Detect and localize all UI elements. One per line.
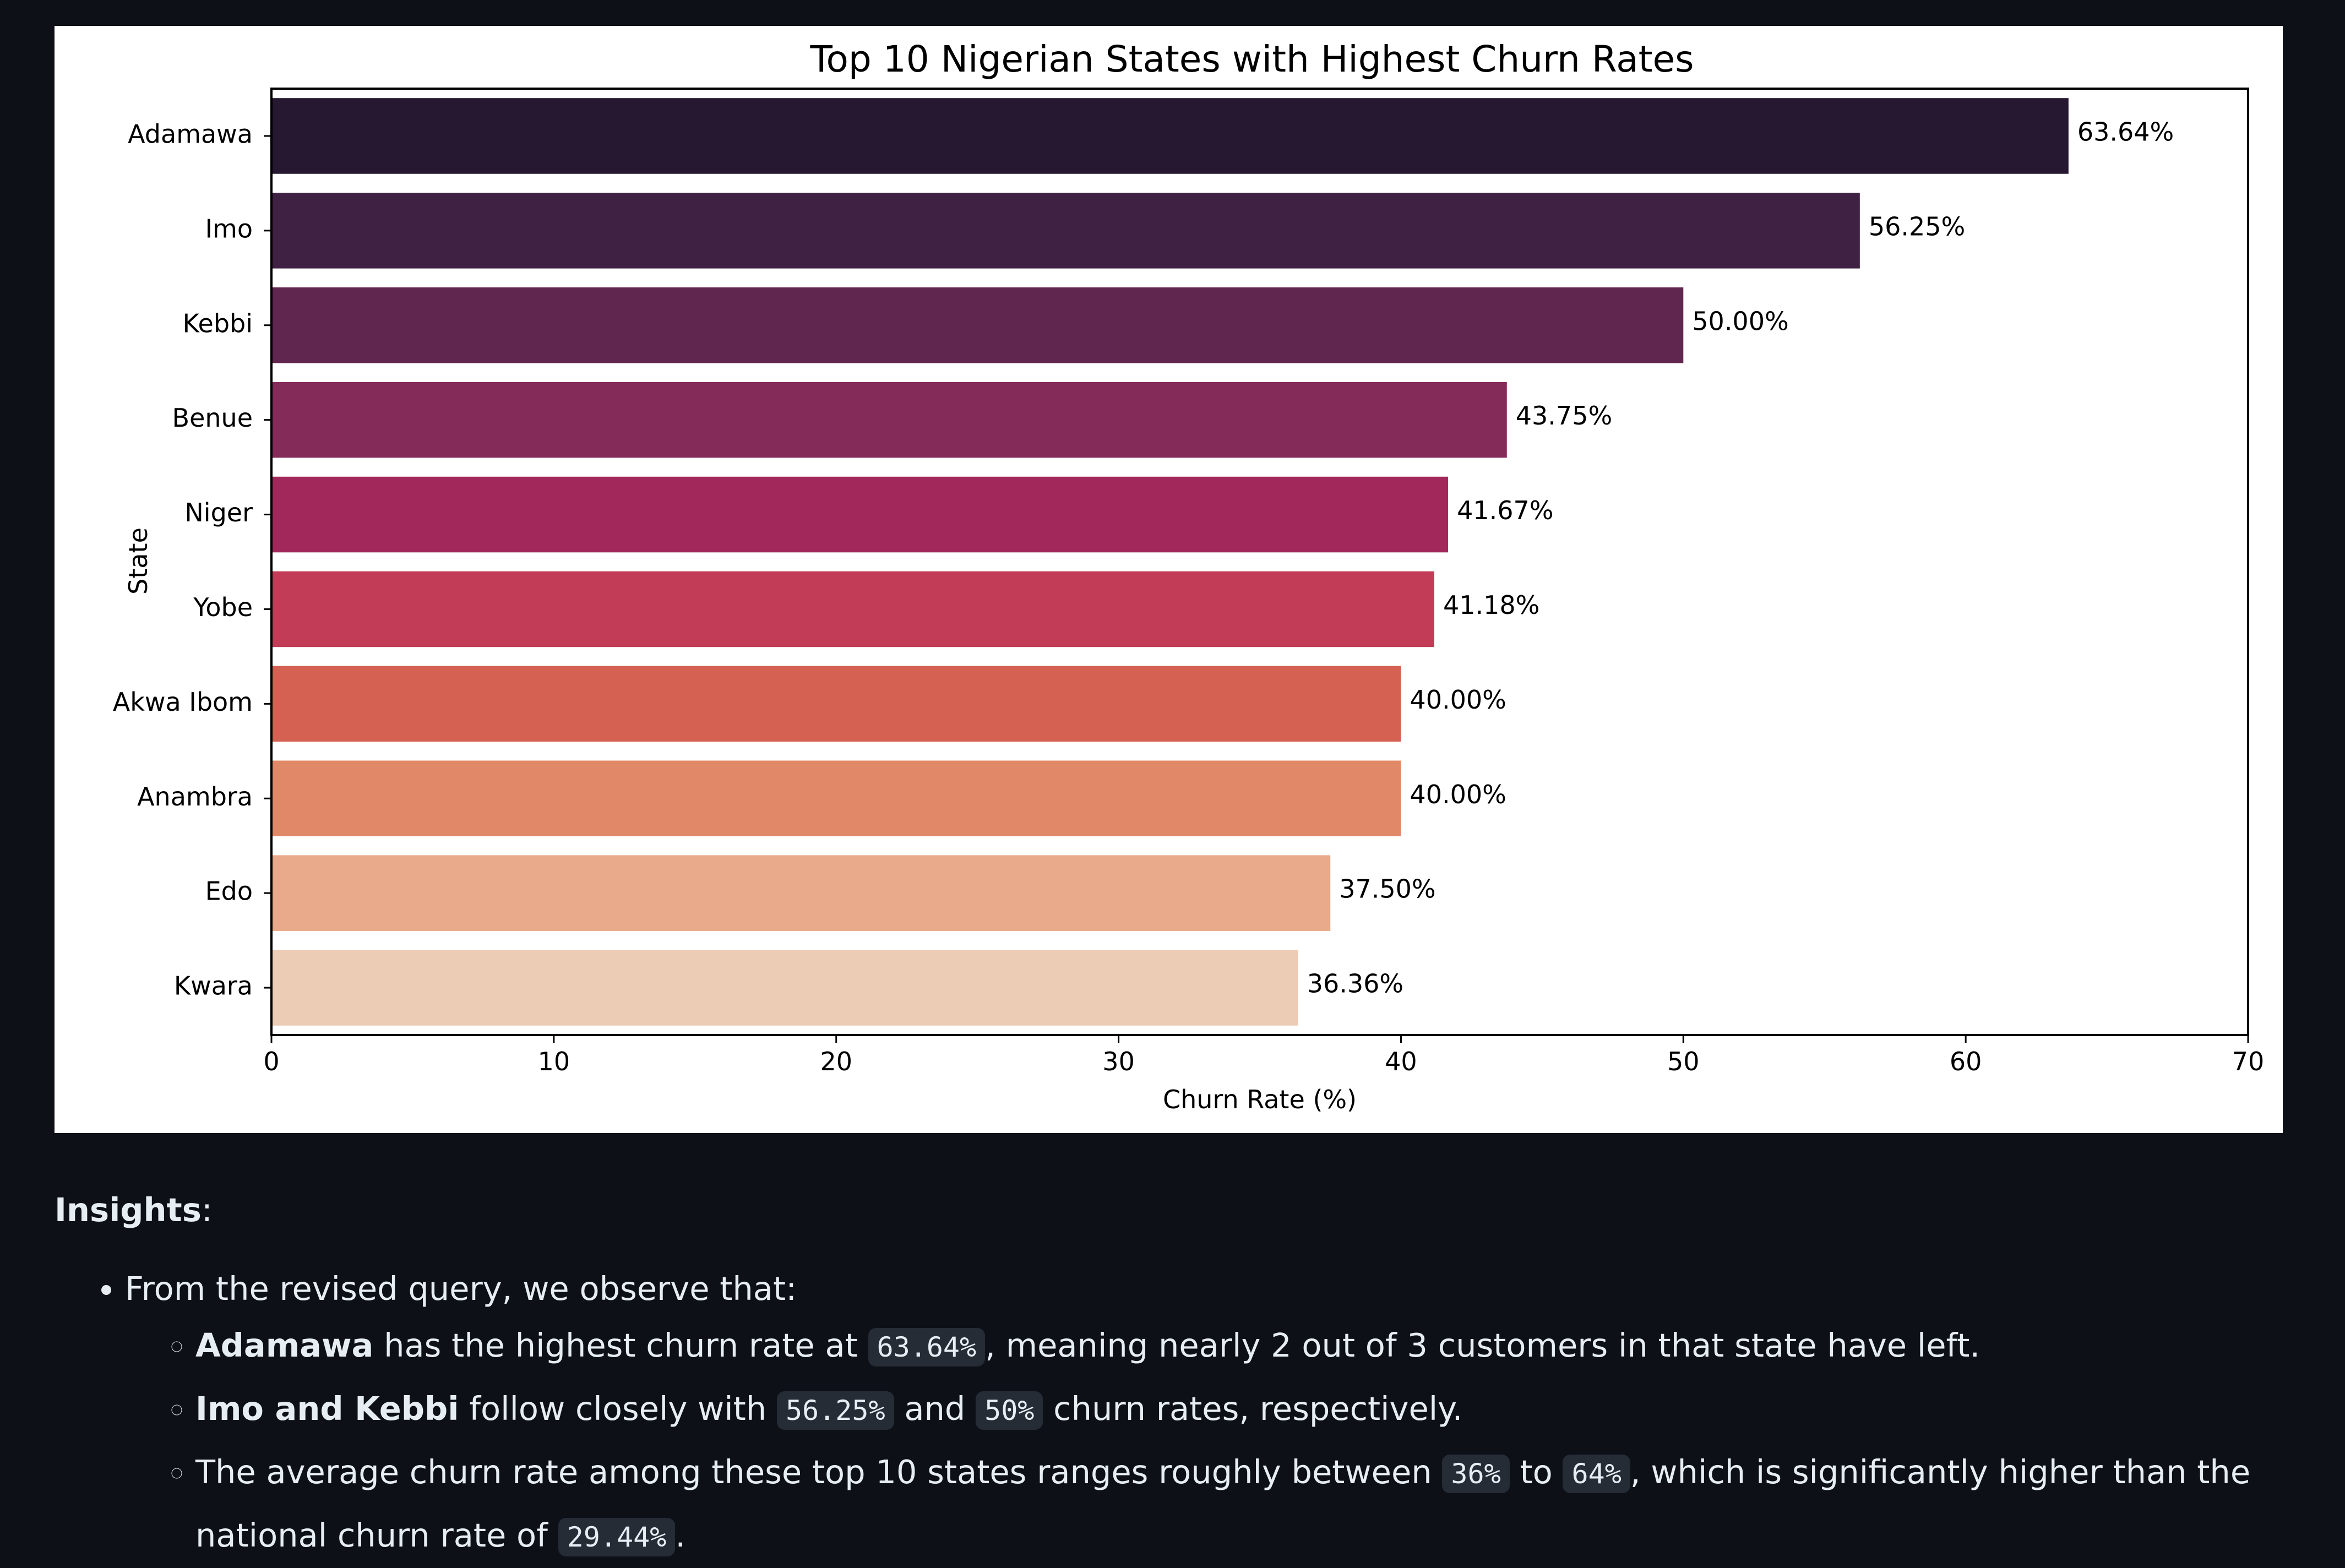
insight-text: , meaning nearly 2 out of 3 customers in… (985, 1326, 1981, 1364)
insights-intro: From the revised query, we observe that: (125, 1270, 797, 1308)
insights-heading-colon: : (201, 1191, 213, 1229)
insight-code-value: 29.44% (558, 1518, 676, 1556)
insight-text: follow closely with (459, 1390, 777, 1428)
y-tick-label-kebbi: Kebbi (183, 308, 253, 338)
insight-text: has the highest churn rate at (373, 1326, 868, 1364)
bar-anambra (271, 760, 1401, 837)
data-label-imo: 56.25% (1869, 211, 1965, 241)
chart-panel: Top 10 Nigerian States with Highest Chur… (55, 26, 2283, 1133)
insight-code-value: 56.25% (776, 1391, 894, 1430)
insight-item-imo-kebbi: Imo and Kebbi follow closely with 56.25%… (195, 1378, 2279, 1441)
data-label-benue: 43.75% (1516, 401, 1612, 431)
insight-text: churn rates, respectively. (1043, 1390, 1463, 1428)
insight-code-value: 50% (976, 1391, 1043, 1430)
x-tick-label-10: 10 (538, 1047, 570, 1076)
x-tick-label-20: 20 (820, 1047, 852, 1076)
data-label-anambra: 40.00% (1410, 780, 1506, 809)
insight-text: The average churn rate among these top 1… (195, 1453, 1443, 1491)
insights-section: Insights: From the revised query, we obs… (55, 1184, 2279, 1568)
bar-imo (271, 193, 1860, 269)
insights-heading-line: Insights: (55, 1184, 2279, 1236)
bar-kebbi (271, 287, 1684, 363)
data-label-adamawa: 63.64% (2077, 117, 2174, 146)
insight-code-value: 36% (1442, 1455, 1510, 1493)
chart-title: Top 10 Nigerian States with Highest Chur… (809, 38, 1694, 80)
insight-strong-imo-kebbi: Imo and Kebbi (195, 1390, 459, 1428)
insight-text: . (675, 1516, 686, 1554)
bars-group: 63.64% 56.25% 50.00% 43.75% 41.67% 41.18% 40.0… (271, 98, 2174, 1026)
y-tick-label-edo: Edo (205, 876, 253, 906)
bar-yobe (271, 571, 1434, 647)
x-axis-label: Churn Rate (%) (1163, 1085, 1357, 1114)
data-label-kebbi: 50.00% (1692, 306, 1788, 336)
bar-kwara (271, 950, 1298, 1026)
data-label-niger: 41.67% (1457, 496, 1553, 525)
x-tick-label-70: 70 (2232, 1047, 2265, 1076)
x-tick-label-40: 40 (1385, 1047, 1417, 1076)
insight-text: to (1509, 1453, 1563, 1491)
plot-frame (270, 88, 2249, 1036)
insight-text: , which is significantly higher than the… (195, 1453, 2251, 1554)
insight-strong-adamawa: Adamawa (195, 1326, 374, 1364)
y-tick-label-imo: Imo (205, 214, 253, 243)
y-tick-label-kwara: Kwara (174, 971, 253, 1001)
insights-heading: Insights (55, 1191, 202, 1229)
insight-item-average: The average churn rate among these top 1… (195, 1441, 2279, 1568)
bar-benue (271, 382, 1507, 458)
y-tick-label-benue: Benue (172, 403, 253, 433)
y-tick-label-niger: Niger (184, 498, 253, 527)
data-label-akwa-ibom: 40.00% (1410, 685, 1506, 715)
bar-chart: Top 10 Nigerian States with Highest Chur… (113, 38, 2265, 1114)
insight-code-value: 63.64% (868, 1328, 986, 1366)
insights-list: From the revised query, we observe that:… (55, 1262, 2279, 1568)
bar-edo (271, 855, 1331, 931)
y-tick-label-yobe: Yobe (193, 592, 253, 622)
insight-text: and (894, 1390, 976, 1428)
insight-code-value: 64% (1563, 1455, 1630, 1493)
y-tick-label-anambra: Anambra (137, 782, 253, 812)
y-axis-label: State (123, 527, 153, 595)
data-label-yobe: 41.18% (1443, 590, 1539, 620)
y-tick-labels: Adamawa Imo Kebbi Benue Niger Yobe Akwa Ibom An… (113, 119, 271, 1001)
insights-sublist: Adamawa has the highest churn rate at 63… (125, 1315, 2279, 1568)
y-tick-label-adamawa: Adamawa (128, 119, 253, 149)
bar-niger (271, 476, 1449, 553)
x-tick-label-50: 50 (1667, 1047, 1700, 1076)
insight-item-adamawa: Adamawa has the highest churn rate at 63… (195, 1315, 2279, 1378)
x-ticks: 0 10 20 30 40 50 60 70 (263, 1035, 2264, 1076)
bar-adamawa (271, 98, 2069, 174)
y-tick-label-akwa-ibom: Akwa Ibom (113, 687, 253, 717)
insights-intro-item: From the revised query, we observe that:… (125, 1262, 2279, 1568)
data-label-edo: 37.50% (1339, 874, 1435, 904)
x-tick-label-0: 0 (263, 1047, 279, 1076)
bar-akwa-ibom (271, 666, 1401, 742)
data-label-kwara: 36.36% (1307, 969, 1403, 999)
x-tick-label-60: 60 (1950, 1047, 1982, 1076)
x-tick-label-30: 30 (1102, 1047, 1135, 1076)
